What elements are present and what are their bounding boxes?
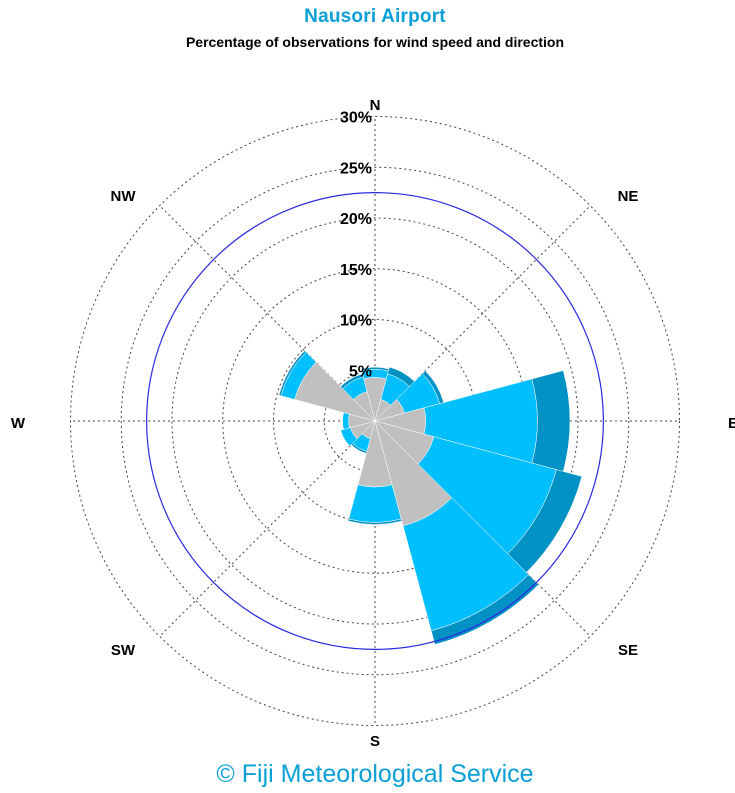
ring-label-25: 25% [340, 160, 372, 177]
reference-circle [146, 192, 604, 650]
wind-sector-sse-band-3 [430, 574, 539, 645]
ring-label-5: 5% [349, 363, 372, 380]
ring-label-15: 15% [340, 262, 372, 279]
direction-label-ne: NE [618, 188, 639, 205]
direction-label-nw: NW [111, 188, 137, 205]
wind-sector-wnw-band-3 [278, 350, 307, 397]
grid-ring [120, 166, 630, 676]
ring-label-10: 10% [340, 313, 372, 330]
direction-label-s: S [370, 733, 380, 750]
chart-title: Nausori Airport [304, 6, 446, 27]
wind-sector-w-band-2 [342, 412, 350, 430]
direction-label-se: SE [618, 642, 638, 659]
wind-sector-s-band-3 [347, 518, 403, 525]
grid-ring [70, 116, 680, 726]
direction-label-w: W [11, 415, 26, 432]
wind-sector-e-band-3 [531, 370, 571, 472]
ring-label-20: 20% [340, 211, 372, 228]
wind-sector-nnw-band-3 [340, 373, 364, 390]
copyright-notice: © Fiji Meteorological Service [216, 760, 534, 788]
direction-label-n: N [370, 97, 381, 114]
overlay-layer [146, 192, 604, 650]
wind-sector-s-band-2 [348, 484, 402, 523]
chart-subtitle: Percentage of observations for wind spee… [185, 34, 565, 50]
direction-label-sw: SW [111, 642, 136, 659]
sector-layer [278, 350, 583, 645]
label-layer: 5% 10% 15% 20% 25% 30%N NE E SE S SW W NW [11, 97, 735, 750]
grid-spoke [159, 420, 376, 637]
grid-ring [171, 217, 579, 625]
direction-label-e: E [728, 415, 735, 432]
wind-sector-wsw-band-2 [340, 427, 358, 447]
ring-label-30: 30% [340, 110, 372, 127]
